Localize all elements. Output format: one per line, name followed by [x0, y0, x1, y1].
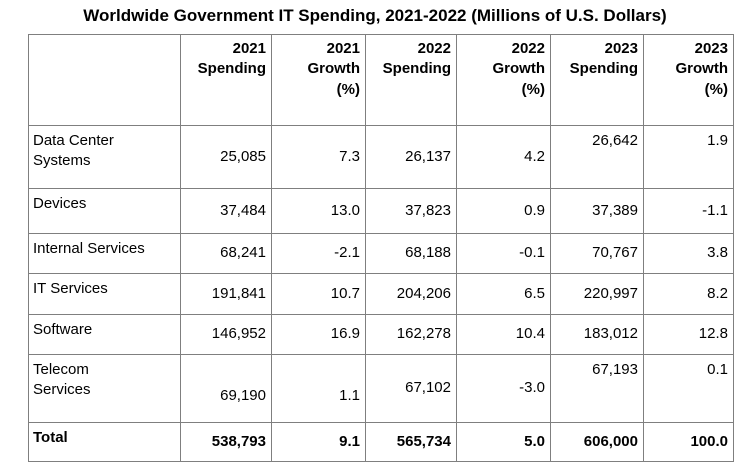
cell-value: 37,823 [365, 188, 457, 234]
cell-value: 1.9 [643, 125, 734, 189]
cell-value: 6.5 [456, 273, 551, 315]
cell-value: 100.0 [643, 422, 734, 462]
cell-value: 69,190 [180, 354, 272, 423]
cell-value: 68,188 [365, 233, 457, 274]
row-internal-services: Internal Services 68,241 -2.1 68,188 -0.… [28, 233, 734, 274]
cell-value: 10.7 [271, 273, 366, 315]
col-header-2022-growth: 2022 Growth (%) [456, 34, 551, 126]
row-label: Data Center Systems [28, 125, 181, 189]
cell-value: 146,952 [180, 314, 272, 355]
cell-value: -1.1 [643, 188, 734, 234]
cell-value: 5.0 [456, 422, 551, 462]
cell-value: 67,102 [365, 354, 457, 423]
cell-value: 25,085 [180, 125, 272, 189]
cell-value: -2.1 [271, 233, 366, 274]
cell-value: 606,000 [550, 422, 644, 462]
row-software: Software 146,952 16.9 162,278 10.4 183,0… [28, 314, 734, 355]
row-label: IT Services [28, 273, 181, 315]
cell-value: 9.1 [271, 422, 366, 462]
cell-value: 26,137 [365, 125, 457, 189]
cell-value: 565,734 [365, 422, 457, 462]
cell-value: 3.8 [643, 233, 734, 274]
cell-value: 204,206 [365, 273, 457, 315]
cell-value: -0.1 [456, 233, 551, 274]
row-devices: Devices 37,484 13.0 37,823 0.9 37,389 -1… [28, 188, 734, 234]
cell-value: 4.2 [456, 125, 551, 189]
cell-value: 37,389 [550, 188, 644, 234]
header-row: 2021 Spending 2021 Growth (%) 2022 Spend… [28, 34, 734, 126]
cell-value: 67,193 [550, 354, 644, 423]
cell-value: 16.9 [271, 314, 366, 355]
cell-value: 0.9 [456, 188, 551, 234]
cell-value: 37,484 [180, 188, 272, 234]
cell-value: 1.1 [271, 354, 366, 423]
cell-value: 538,793 [180, 422, 272, 462]
cell-value: 12.8 [643, 314, 734, 355]
col-header-2023-growth: 2023 Growth (%) [643, 34, 734, 126]
col-header-2021-spending: 2021 Spending [180, 34, 272, 126]
cell-value: 8.2 [643, 273, 734, 315]
corner-cell [28, 34, 181, 126]
col-header-2022-spending: 2022 Spending [365, 34, 457, 126]
col-header-2021-growth: 2021 Growth (%) [271, 34, 366, 126]
cell-value: 220,997 [550, 273, 644, 315]
cell-value: 68,241 [180, 233, 272, 274]
row-label: Software [28, 314, 181, 355]
cell-value: -3.0 [456, 354, 551, 423]
row-total: Total 538,793 9.1 565,734 5.0 606,000 10… [28, 422, 734, 462]
cell-value: 26,642 [550, 125, 644, 189]
page-title: Worldwide Government IT Spending, 2021-2… [83, 6, 667, 25]
cell-value: 162,278 [365, 314, 457, 355]
col-header-2023-spending: 2023 Spending [550, 34, 644, 126]
row-telecom-services: Telecom Services 69,190 1.1 67,102 -3.0 … [28, 354, 734, 423]
it-spending-table: 2021 Spending 2021 Growth (%) 2022 Spend… [28, 34, 734, 462]
cell-value: 10.4 [456, 314, 551, 355]
row-it-services: IT Services 191,841 10.7 204,206 6.5 220… [28, 273, 734, 315]
row-label: Devices [28, 188, 181, 234]
cell-value: 13.0 [271, 188, 366, 234]
cell-value: 7.3 [271, 125, 366, 189]
row-label: Telecom Services [28, 354, 181, 423]
cell-value: 70,767 [550, 233, 644, 274]
cell-value: 183,012 [550, 314, 644, 355]
cell-value: 0.1 [643, 354, 734, 423]
row-data-center-systems: Data Center Systems 25,085 7.3 26,137 4.… [28, 125, 734, 189]
row-label: Total [28, 422, 181, 462]
cell-value: 191,841 [180, 273, 272, 315]
row-label: Internal Services [28, 233, 181, 274]
